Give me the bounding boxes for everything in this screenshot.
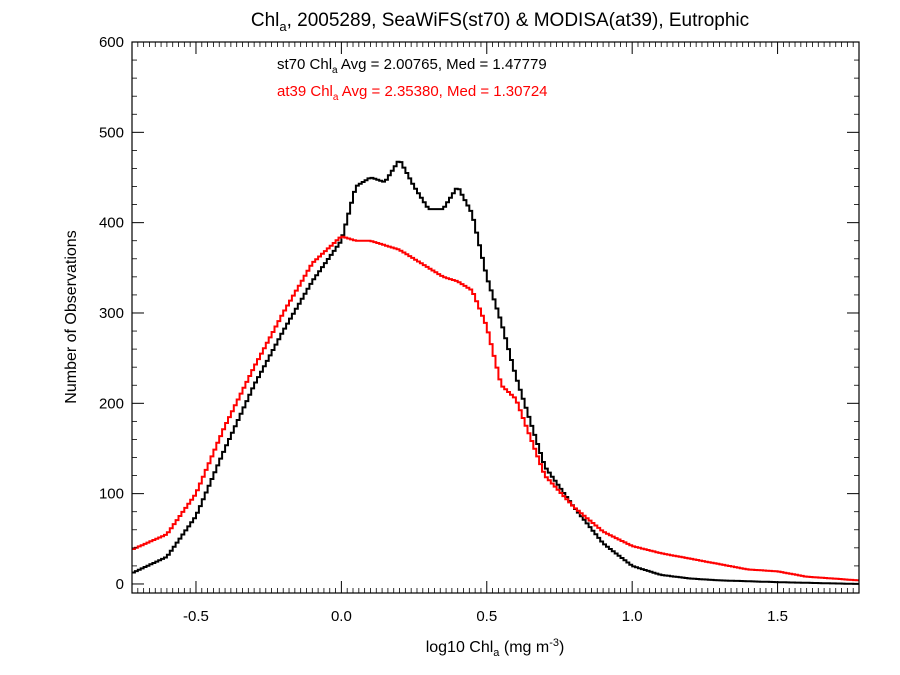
x-tick-label: 1.5 bbox=[767, 608, 788, 625]
legend-st70: st70 Chla Avg = 2.00765, Med = 1.47779 bbox=[277, 56, 547, 76]
series-st70 bbox=[132, 160, 859, 585]
legend-at39: at39 Chla Avg = 2.35380, Med = 1.30724 bbox=[277, 83, 548, 103]
x-tick-label: 0.0 bbox=[331, 608, 352, 625]
legend-at39-prefix: at39 Chl bbox=[277, 83, 333, 100]
y-tick-label: 400 bbox=[99, 215, 124, 232]
x-axis-label-mid: (mg m bbox=[499, 639, 549, 656]
x-axis-label-prefix: log10 Chl bbox=[426, 639, 494, 656]
plot-frame bbox=[131, 41, 860, 594]
chart-title-prefix: Chl bbox=[251, 10, 280, 31]
x-axis-label-superscript: -3 bbox=[549, 637, 559, 649]
legend-st70-rest: Avg = 2.00765, Med = 1.47779 bbox=[338, 56, 547, 73]
axis-ticks: -0.5 0.0 0.5 1.0 1.5 0 100 200 300 400 500 600 bbox=[99, 34, 860, 625]
x-tick-label: 0.5 bbox=[476, 608, 497, 625]
y-tick-label: 500 bbox=[99, 124, 124, 141]
chart-title-subscript: a bbox=[279, 19, 287, 34]
y-tick-label: 300 bbox=[99, 305, 124, 322]
chart-title: Chla, 2005289, SeaWiFS(st70) & MODISA(at… bbox=[251, 10, 749, 34]
legend: st70 Chla Avg = 2.00765, Med = 1.47779 a… bbox=[277, 56, 548, 103]
legend-at39-subscript: a bbox=[333, 92, 339, 103]
y-tick-label: 200 bbox=[99, 395, 124, 412]
x-axis-label-end: ) bbox=[559, 639, 564, 656]
legend-at39-rest: Avg = 2.35380, Med = 1.30724 bbox=[338, 83, 547, 100]
legend-st70-prefix: st70 Chl bbox=[277, 56, 332, 73]
x-axis-label: log10 Chla (mg m-3) bbox=[426, 637, 565, 659]
chart-title-rest: , 2005289, SeaWiFS(st70) & MODISA(at39),… bbox=[287, 10, 750, 31]
y-tick-label: 100 bbox=[99, 486, 124, 503]
y-tick-label: 0 bbox=[116, 576, 124, 593]
x-tick-label: 1.0 bbox=[622, 608, 643, 625]
y-tick-label: 600 bbox=[99, 34, 124, 51]
y-axis-label: Number of Observations bbox=[63, 230, 80, 403]
series-layer bbox=[132, 160, 859, 585]
x-axis-label-subscript: a bbox=[493, 647, 500, 659]
x-tick-label: -0.5 bbox=[183, 608, 209, 625]
series-at39 bbox=[132, 235, 859, 582]
legend-st70-subscript: a bbox=[332, 65, 338, 76]
